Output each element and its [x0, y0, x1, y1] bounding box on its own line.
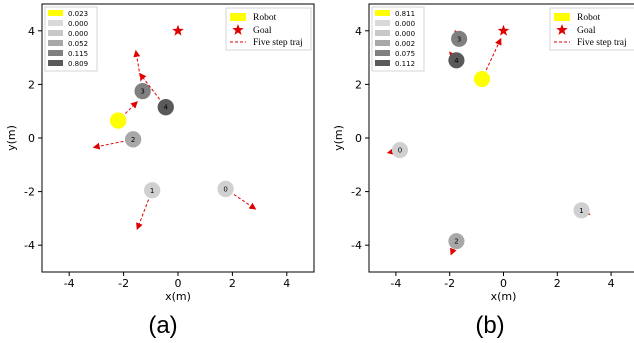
panel-a: -4 -2 0 2 4 -4 -2 0 2 4 x(m) y(m) (a) 0.023 0.000 0.000… [5, 3, 315, 339]
human-id-label: 0 [398, 147, 402, 155]
robot-trajectory [117, 101, 138, 121]
attention-weight: 0.000 [68, 20, 88, 28]
human-id-label: 3 [140, 88, 144, 96]
attention-weight: 0.002 [395, 40, 415, 48]
attention-swatch [48, 50, 63, 56]
panel-label: (a) [148, 312, 177, 339]
human-circle [448, 233, 465, 250]
human-circle [217, 180, 234, 198]
x-tick-label: 0 [500, 277, 507, 290]
robot-circle [110, 112, 127, 129]
attention-swatch [375, 60, 390, 66]
attention-weight: 0.112 [395, 60, 415, 68]
legend-traj-label: Five step traj [577, 38, 627, 48]
attention-swatch [48, 10, 63, 16]
y-tick-label: -2 [24, 186, 35, 199]
legend-goal-label: Goal [253, 26, 272, 36]
human-circle [391, 141, 409, 159]
attention-weight: 0.811 [395, 10, 415, 18]
y-tick-label: 0 [28, 132, 35, 145]
y-tick-label: -4 [24, 239, 35, 252]
y-tick-label: 2 [28, 78, 35, 91]
attention-swatch [48, 30, 63, 36]
robot-circle [473, 70, 491, 88]
attention-weight: 0.000 [395, 20, 415, 28]
legend-robot-label: Robot [577, 13, 601, 23]
human-id-label: 1 [579, 207, 583, 215]
attention-weight: 0.000 [395, 30, 415, 38]
human-circle [157, 99, 174, 116]
y-tick-label: 2 [355, 78, 362, 91]
attention-weight: 0.115 [68, 50, 88, 58]
panel-b: -4 -2 0 2 4 -4 -2 0 2 4 x(m) y(m) (b) 0.811 0.000 0.000… [332, 3, 634, 339]
legend-robot-swatch [230, 13, 246, 21]
attention-weight: 0.809 [68, 60, 88, 68]
x-tick-label: 0 [175, 277, 182, 290]
x-tick-label: 4 [608, 277, 615, 290]
attention-swatch [375, 10, 390, 16]
y-tick-label: -4 [351, 239, 362, 252]
human-circle [451, 30, 468, 47]
x-tick-label: 2 [229, 277, 236, 290]
human-id-label: 2 [131, 136, 135, 144]
y-axis-label: y(m) [5, 125, 18, 151]
goal-star [497, 24, 510, 36]
y-tick-label: 4 [355, 25, 362, 38]
human-circle [573, 202, 590, 219]
y-tick-label: -2 [351, 186, 362, 199]
human-circle [144, 182, 161, 199]
attention-swatch [48, 40, 63, 46]
attention-weight: 0.075 [395, 50, 415, 58]
attention-swatch [375, 30, 390, 36]
x-tick-label: -4 [64, 277, 75, 290]
x-tick-label: 2 [554, 277, 561, 290]
human-circle [448, 52, 465, 69]
human-id-label: 4 [164, 104, 169, 112]
goal-star [172, 24, 184, 36]
human-id-label: 3 [457, 35, 461, 43]
human-id-label: 0 [223, 185, 227, 193]
attention-swatch [375, 20, 390, 26]
x-tick-label: 4 [283, 277, 290, 290]
y-tick-label: 0 [355, 132, 362, 145]
attention-weight: 0.023 [68, 10, 88, 18]
human-id-label: 1 [150, 187, 154, 195]
x-tick-label: -2 [444, 277, 455, 290]
attention-swatch [48, 60, 63, 66]
legend-goal-label: Goal [577, 26, 596, 36]
panel-label: (b) [475, 312, 504, 339]
attention-weight: 0.000 [68, 30, 88, 38]
attention-swatch [375, 50, 390, 56]
attention-swatch [48, 20, 63, 26]
legend-robot-swatch [554, 13, 570, 21]
y-tick-label: 4 [28, 25, 35, 38]
legend-goal-star [556, 24, 568, 35]
x-tick-label: -4 [390, 277, 401, 290]
x-tick-label: -2 [118, 277, 129, 290]
attention-swatch [375, 40, 390, 46]
human-circle [134, 82, 151, 100]
human-id-label: 2 [454, 238, 458, 246]
legend-robot-label: Robot [253, 13, 277, 23]
human-id-label: 4 [454, 57, 459, 65]
legend-traj-label: Five step traj [253, 38, 303, 48]
y-axis-label: y(m) [332, 125, 345, 151]
attention-weight: 0.052 [68, 40, 88, 48]
x-axis-label: x(m) [165, 290, 191, 303]
legend-goal-star [232, 24, 244, 35]
human-circle [124, 131, 142, 148]
x-axis-label: x(m) [491, 290, 517, 303]
